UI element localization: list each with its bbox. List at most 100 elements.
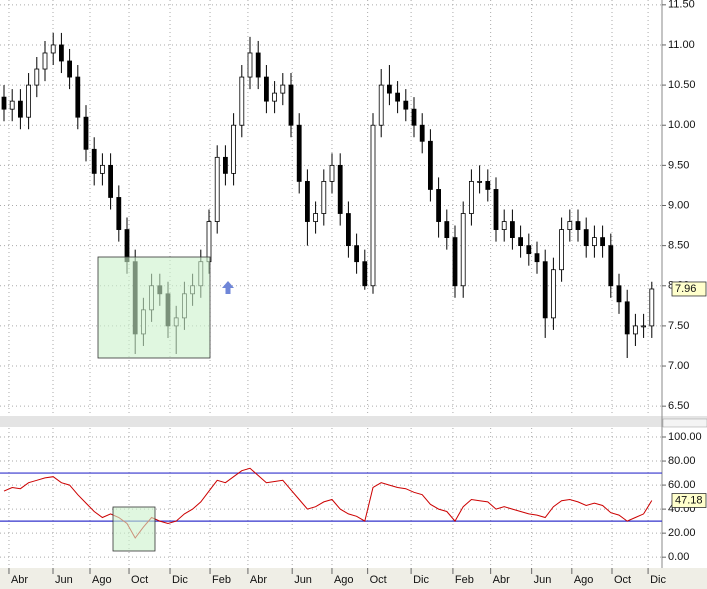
- candle-body: [452, 237, 458, 287]
- candle-body: [214, 156, 220, 222]
- y-tick-label: 9.00: [668, 199, 689, 211]
- candle-body: [272, 92, 278, 102]
- candle-body: [641, 325, 646, 328]
- candle-body: [296, 124, 302, 182]
- candle-body: [427, 140, 433, 190]
- candle-body: [337, 164, 343, 214]
- candle-body: [559, 229, 564, 271]
- candle-body: [255, 52, 261, 78]
- candle-body: [493, 189, 499, 230]
- candle-body: [608, 245, 614, 287]
- candle-body: [91, 148, 97, 174]
- candle-body: [477, 181, 483, 183]
- candle-body: [59, 44, 64, 62]
- highlight-box: [112, 506, 156, 552]
- candle-body: [592, 237, 597, 247]
- candle-body: [633, 325, 638, 335]
- y-tick-label: 20.00: [668, 527, 696, 539]
- candle-body: [239, 76, 245, 126]
- y-tick-label: 6.50: [668, 400, 689, 412]
- candle-body: [354, 245, 360, 263]
- candle-body: [231, 124, 237, 174]
- candle-body: [501, 221, 507, 230]
- y-tick-label: 60.00: [668, 479, 696, 491]
- last-value-box: [671, 281, 707, 297]
- candle-body: [468, 181, 474, 214]
- y-tick-label: 10.50: [668, 79, 696, 91]
- candle-body: [575, 221, 581, 230]
- panel-controls[interactable]: [662, 418, 707, 428]
- x-tick-label: Jun: [55, 574, 73, 586]
- candle-body: [26, 84, 32, 118]
- last-value-label: 47.18: [675, 494, 703, 506]
- candle-body: [222, 156, 228, 174]
- candle-body: [362, 261, 368, 287]
- y-tick-label: 100.00: [668, 431, 702, 443]
- candle-body: [386, 84, 392, 94]
- x-tick-label: Ago: [334, 574, 354, 586]
- candle-body: [600, 237, 605, 247]
- candle-body: [616, 285, 622, 303]
- x-tick-label: Oct: [131, 574, 148, 586]
- highlight-box: [97, 256, 211, 359]
- candle-body: [116, 197, 122, 230]
- x-tick-label: Abr: [493, 574, 510, 586]
- last-value-label: 7.96: [675, 283, 696, 295]
- candle-body: [345, 213, 351, 247]
- candle-body: [419, 124, 425, 142]
- candle-body: [108, 164, 113, 198]
- x-tick-label: Oct: [614, 574, 631, 586]
- candle-body: [9, 100, 15, 110]
- y-tick-label: 8.50: [668, 240, 689, 252]
- candle-body: [83, 116, 89, 150]
- panel-separator: [0, 416, 707, 427]
- candle-body: [288, 84, 294, 126]
- candle-body: [370, 124, 376, 287]
- candle-body: [649, 288, 655, 327]
- candle-body: [518, 237, 523, 247]
- y-tick-label: 7.50: [668, 320, 689, 332]
- x-tick-label: Oct: [370, 574, 387, 586]
- y-tick-label: 11.50: [668, 0, 695, 11]
- arrow-marker: [222, 281, 234, 294]
- x-tick-label: Ago: [574, 574, 594, 586]
- candle-body: [34, 68, 40, 86]
- y-tick-label: 80.00: [668, 455, 696, 467]
- top-layer: 7.96 47.18: [671, 281, 707, 508]
- candle-body: [75, 76, 81, 118]
- candle-body: [67, 60, 72, 78]
- candle-body: [509, 221, 515, 239]
- candle-body: [378, 84, 384, 126]
- candle-body: [460, 213, 466, 287]
- candle-body: [263, 76, 269, 102]
- candle-body: [247, 52, 253, 78]
- candle-body: [395, 92, 401, 102]
- x-tick-label: Dic: [650, 574, 666, 586]
- y-tick-label: 0.00: [668, 551, 689, 563]
- candle-body: [50, 44, 56, 54]
- candle-body: [444, 221, 450, 239]
- candle-body: [567, 221, 573, 230]
- last-value-box: [671, 493, 707, 508]
- candle-body: [42, 52, 48, 70]
- candle-body: [403, 100, 409, 110]
- x-tick-label: Abr: [250, 574, 267, 586]
- candle-body: [534, 253, 540, 263]
- candle-body: [321, 181, 327, 214]
- y-tick-label: 40.00: [668, 503, 696, 515]
- candle-body: [411, 108, 417, 126]
- y-tick-label: 11.00: [668, 39, 695, 51]
- y-tick-label: 7.00: [668, 360, 689, 372]
- candle-body: [17, 100, 23, 118]
- x-tick-label: Feb: [212, 574, 231, 586]
- candle-body: [100, 164, 105, 174]
- candle-body: [624, 301, 630, 335]
- rsi-line: [3, 467, 653, 539]
- candle-body: [329, 164, 335, 182]
- x-tick-label: Abr: [11, 574, 28, 586]
- candle-body: [206, 221, 212, 263]
- candle-body: [436, 189, 442, 222]
- x-tick-label: Dic: [413, 574, 429, 586]
